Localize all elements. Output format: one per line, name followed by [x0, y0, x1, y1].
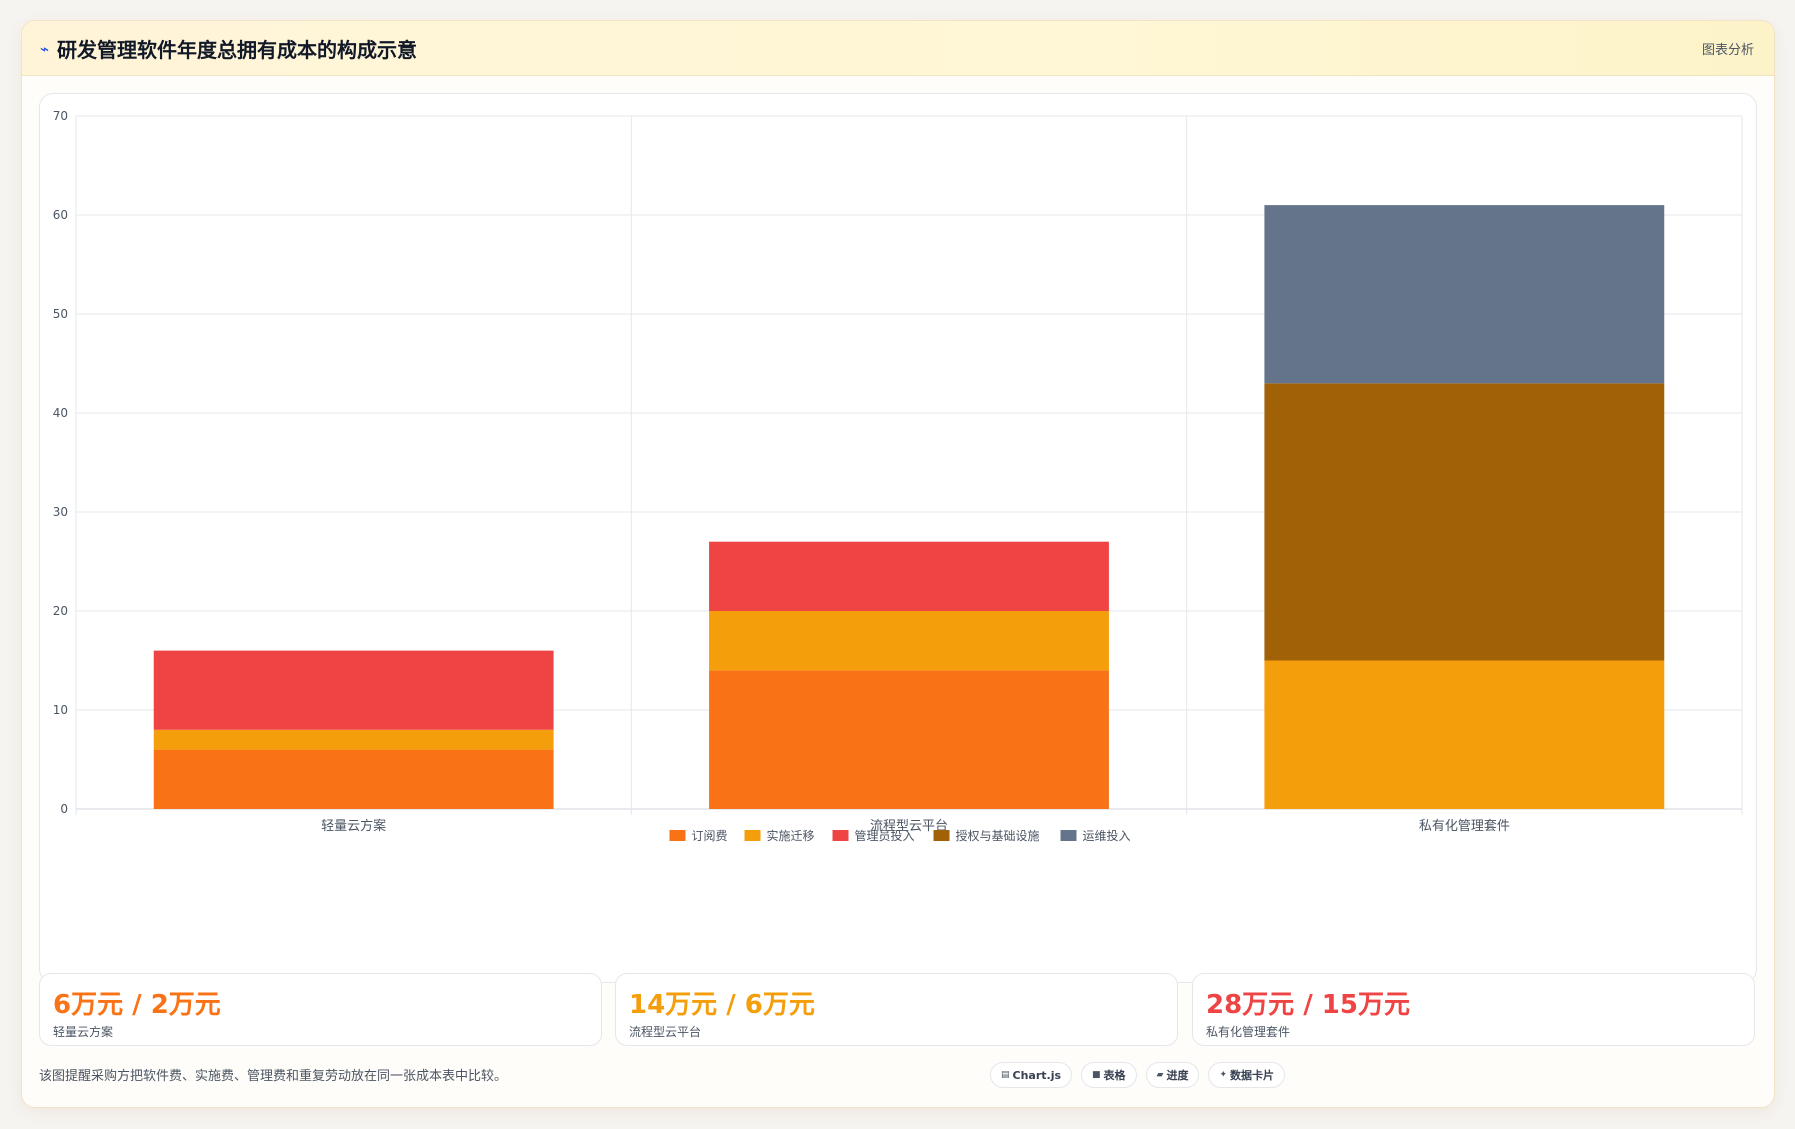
bar-segment [709, 541, 1109, 611]
wave-icon: ⌁ [40, 39, 50, 58]
y-tick-label: 50 [53, 307, 68, 321]
badge-table[interactable]: ■ 表格 [1081, 1062, 1137, 1088]
badge-data-card[interactable]: ✦ 数据卡片 [1208, 1062, 1286, 1088]
stat-value: 6万元 / 2万元 [53, 990, 221, 1020]
bar-segment [1264, 383, 1665, 661]
chart-panel: ⌁ 研发管理软件年度总拥有成本的构成示意 图表分析 0 10 20 30 40 50 60 7… [21, 20, 1775, 1108]
legend-label: 实施迁移 [767, 828, 815, 843]
chart-icon: ▤ [1001, 1070, 1010, 1080]
bar-segment [153, 650, 554, 730]
legend-swatch [669, 830, 686, 841]
badge-label: 数据卡片 [1230, 1069, 1275, 1082]
table-icon: ■ [1092, 1070, 1101, 1080]
badge-label: 表格 [1103, 1069, 1126, 1082]
bar-segment [709, 611, 1109, 671]
bar-segment [709, 670, 1109, 809]
stat-label: 私有化管理套件 [1206, 1025, 1291, 1039]
badge-chartjs[interactable]: ▤ Chart.js [990, 1062, 1073, 1088]
bar-segment [153, 729, 554, 750]
badge-label: Chart.js [1012, 1068, 1062, 1082]
y-tick-label: 40 [53, 406, 68, 420]
data-card-icon: ✦ [1219, 1070, 1228, 1080]
y-tick-label: 70 [53, 109, 68, 123]
x-tick-label: 轻量云方案 [321, 818, 386, 834]
stat-card-private-suite: 28万元 / 15万元 私有化管理套件 [1192, 973, 1755, 1046]
x-tick-label: 私有化管理套件 [1419, 818, 1510, 834]
progress-icon: ▰ [1156, 1070, 1164, 1080]
legend-label: 授权与基础设施 [956, 828, 1040, 843]
bar-segment [153, 749, 554, 809]
stat-card-workflow-cloud: 14万元 / 6万元 流程型云平台 [615, 973, 1178, 1046]
bar-segment [1264, 660, 1665, 809]
page-title: 研发管理软件年度总拥有成本的构成示意 [57, 38, 418, 62]
panel-header: ⌁ 研发管理软件年度总拥有成本的构成示意 图表分析 [22, 21, 1774, 76]
y-tick-label: 20 [53, 604, 68, 618]
bar-segment [1264, 205, 1665, 384]
y-tick-label: 0 [60, 802, 68, 816]
stat-value: 28万元 / 15万元 [1206, 990, 1410, 1020]
badge-progress[interactable]: ▰ 进度 [1145, 1062, 1200, 1088]
title-wrap: ⌁ 研发管理软件年度总拥有成本的构成示意 [40, 34, 417, 63]
legend-label: 运维投入 [1083, 828, 1131, 843]
y-tick-label: 10 [53, 703, 68, 717]
legend-label: 订阅费 [692, 829, 728, 843]
stat-card-light-cloud: 6万元 / 2万元 轻量云方案 [39, 973, 602, 1046]
chart-card: 0 10 20 30 40 50 60 70 轻量云方案 流程型云平台 私有化管理套件订阅费 实施迁移… [39, 93, 1757, 983]
y-tick-label: 30 [53, 505, 68, 519]
badge-label: 进度 [1166, 1069, 1189, 1082]
badge-row: ▤ Chart.js ■ 表格 ▰ 进度 ✦ 数据卡片 [990, 1062, 1286, 1088]
legend-swatch [832, 830, 849, 841]
legend-swatch [1060, 830, 1077, 841]
stat-label: 流程型云平台 [629, 1025, 702, 1039]
legend-label: 管理员投入 [855, 828, 915, 843]
chart-analysis-link[interactable]: 图表分析 [1701, 43, 1754, 58]
chart-footnote: 该图提醒采购方把软件费、实施费、管理费和重复劳动放在同一张成本表中比较。 [39, 1069, 508, 1084]
x-tick-label: 流程型云平台 [870, 819, 948, 834]
y-tick-label: 60 [53, 208, 68, 222]
stat-label: 轻量云方案 [53, 1025, 114, 1039]
legend-swatch [933, 830, 950, 841]
legend-swatch [744, 830, 761, 841]
stat-value: 14万元 / 6万元 [629, 990, 815, 1020]
